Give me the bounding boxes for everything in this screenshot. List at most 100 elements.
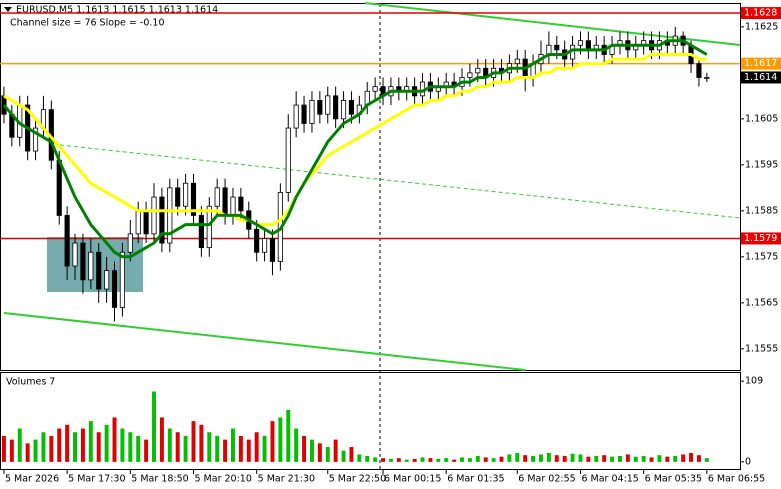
volume-bar <box>586 456 591 462</box>
x-tick-label: 6 Mar 02:55 <box>518 474 575 485</box>
candle-body <box>88 251 94 281</box>
candle-body <box>348 100 355 115</box>
x-tick-label: 5 Mar 17:30 <box>68 474 125 485</box>
level-label-box <box>741 7 781 20</box>
candle-body <box>301 104 307 124</box>
y-tick-label: 1.1575 <box>745 251 778 262</box>
volume-bar <box>428 458 433 462</box>
volume-bar <box>88 421 93 462</box>
volume-bar <box>65 424 70 462</box>
volume-bar <box>191 421 196 462</box>
level-label-box <box>741 57 781 70</box>
candle-body <box>238 196 244 212</box>
moving-average <box>2 39 708 259</box>
volume-bar <box>665 456 670 462</box>
x-tick-label: 6 Mar 01:35 <box>447 474 504 485</box>
volume-bar <box>381 458 386 462</box>
volume-bar <box>491 458 496 462</box>
volume-bar <box>681 454 686 462</box>
volume-bar <box>223 439 228 462</box>
volume-title: Volumes 7 <box>6 377 55 388</box>
x-tick-label: 6 Mar 00:15 <box>384 474 441 485</box>
candle-body <box>340 100 347 120</box>
volume-bar <box>704 458 709 462</box>
candle-body <box>704 77 710 79</box>
candle-body <box>151 196 157 235</box>
candle-body <box>514 58 520 65</box>
candle-body <box>190 182 197 216</box>
candle-body <box>167 187 173 244</box>
volume-bar <box>420 457 425 462</box>
candle-body <box>104 270 110 290</box>
x-tick-label: 6 Mar 06:55 <box>708 474 765 485</box>
candle-body <box>80 242 86 281</box>
chart-title: EURUSD,M5 1.1613 1.1615 1.1613 1.1614 <box>16 5 218 16</box>
current-price-label: 1.1614 <box>744 72 777 83</box>
volume-bar <box>373 457 378 462</box>
candle-body <box>554 44 560 51</box>
candle-body <box>159 196 165 244</box>
volume-bar <box>539 454 543 462</box>
candle-body <box>254 228 260 253</box>
volume-bar <box>546 452 551 462</box>
y-tick-label: 1.1605 <box>745 113 778 124</box>
volume-bar <box>302 435 307 462</box>
highlight-zone <box>47 237 143 292</box>
volume-bar <box>499 456 504 462</box>
volume-bar <box>523 455 528 462</box>
volume-tick-label: 0 <box>745 456 751 467</box>
volume-bar <box>159 417 164 462</box>
volume-bar <box>128 432 133 462</box>
candle-body <box>696 63 702 78</box>
volume-bar <box>388 458 393 462</box>
candle-body <box>206 205 212 249</box>
candle-body <box>333 95 339 120</box>
volume-bar <box>633 456 638 462</box>
y-tick-label: 1.1585 <box>745 205 778 216</box>
level-label: 1.1617 <box>744 58 777 69</box>
volume-bar <box>570 453 575 462</box>
candle-body <box>285 127 291 193</box>
candle-body <box>317 100 323 115</box>
volume-bar <box>238 435 243 462</box>
candle-body <box>72 242 78 267</box>
volume-bar <box>515 452 520 462</box>
volume-bar <box>696 455 701 462</box>
candle-body <box>56 159 62 216</box>
candle-body <box>577 40 584 46</box>
x-tick-label: 6 Mar 04:15 <box>581 474 638 485</box>
volume-bar <box>317 443 322 462</box>
volume-bar <box>183 435 188 462</box>
indicator-label: Channel size = 76 Slope = -0.10 <box>10 18 165 29</box>
volume-bar <box>175 432 180 462</box>
menu-arrow[interactable] <box>4 7 12 12</box>
volume-bar <box>444 458 449 462</box>
candle-body <box>119 251 125 308</box>
volume-bar <box>1 435 6 462</box>
volume-bar <box>641 455 646 462</box>
volume-bar <box>41 432 46 462</box>
candle-body <box>309 100 315 124</box>
volume-bar <box>96 432 101 462</box>
candle-body <box>293 104 299 129</box>
candle-body <box>230 196 236 216</box>
volume-bar <box>657 455 662 462</box>
volume-bar <box>215 435 220 462</box>
candle-body <box>175 187 181 207</box>
volume-bar <box>73 432 78 462</box>
volume-bar <box>152 391 156 462</box>
volume-bar <box>144 439 149 462</box>
channel-middle <box>59 144 741 219</box>
candle-body <box>467 72 473 78</box>
candle-body <box>32 127 39 152</box>
candle-body <box>269 238 276 262</box>
volume-bar <box>104 424 109 462</box>
y-tick-label: 1.1565 <box>745 297 778 308</box>
volume-bar <box>507 454 512 462</box>
moving-average <box>3 53 707 227</box>
volume-bar <box>475 455 480 462</box>
volume-bar <box>262 435 267 462</box>
x-tick-label: 5 Mar 18:50 <box>131 474 188 485</box>
volume-bar <box>57 428 62 462</box>
volume-bar <box>396 458 401 462</box>
